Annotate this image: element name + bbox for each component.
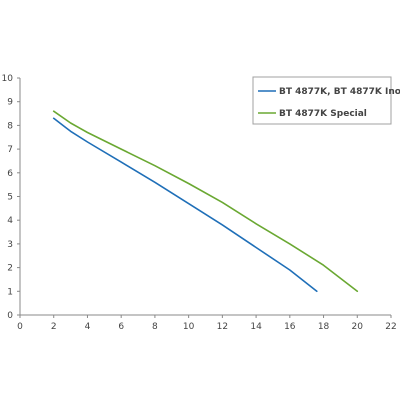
x-tick-label: 8 bbox=[152, 322, 158, 332]
x-tick-label: 4 bbox=[85, 322, 91, 332]
y-tick-label: 4 bbox=[7, 216, 13, 226]
y-tick-label: 0 bbox=[7, 311, 13, 321]
legend-box bbox=[252, 76, 392, 125]
y-tick-label: 6 bbox=[7, 169, 13, 179]
x-tick-label: 6 bbox=[118, 322, 124, 332]
x-tick-label: 2 bbox=[51, 322, 57, 332]
x-tick-label: 18 bbox=[318, 322, 330, 332]
y-tick-label: 8 bbox=[7, 121, 13, 131]
series-line-2 bbox=[52, 110, 359, 293]
legend-label-series-2: BT 4877K Special bbox=[279, 109, 367, 119]
x-tick-label: 12 bbox=[217, 322, 228, 332]
y-tick-label: 1 bbox=[7, 287, 13, 297]
series-layer bbox=[52, 110, 359, 293]
y-tick-label: 9 bbox=[7, 98, 13, 108]
x-tick-label: 22 bbox=[385, 322, 396, 332]
x-tick-label: 10 bbox=[183, 322, 195, 332]
series-line-1 bbox=[52, 117, 318, 293]
x-tick-label: 16 bbox=[284, 322, 296, 332]
y-tick-label: 2 bbox=[7, 264, 13, 274]
y-tick-label: 3 bbox=[7, 240, 13, 250]
x-tick-label: 20 bbox=[352, 322, 364, 332]
legend-label-series-1: BT 4877K, BT 4877K Inox bbox=[279, 87, 400, 97]
y-tick-label: 5 bbox=[7, 193, 13, 203]
y-tick-label: 10 bbox=[2, 74, 14, 84]
legend: BT 4877K, BT 4877K Inox BT 4877K Special bbox=[252, 76, 400, 125]
y-tick-label: 7 bbox=[7, 145, 13, 155]
x-tick-label: 14 bbox=[250, 322, 262, 332]
x-tick-label: 0 bbox=[17, 322, 23, 332]
